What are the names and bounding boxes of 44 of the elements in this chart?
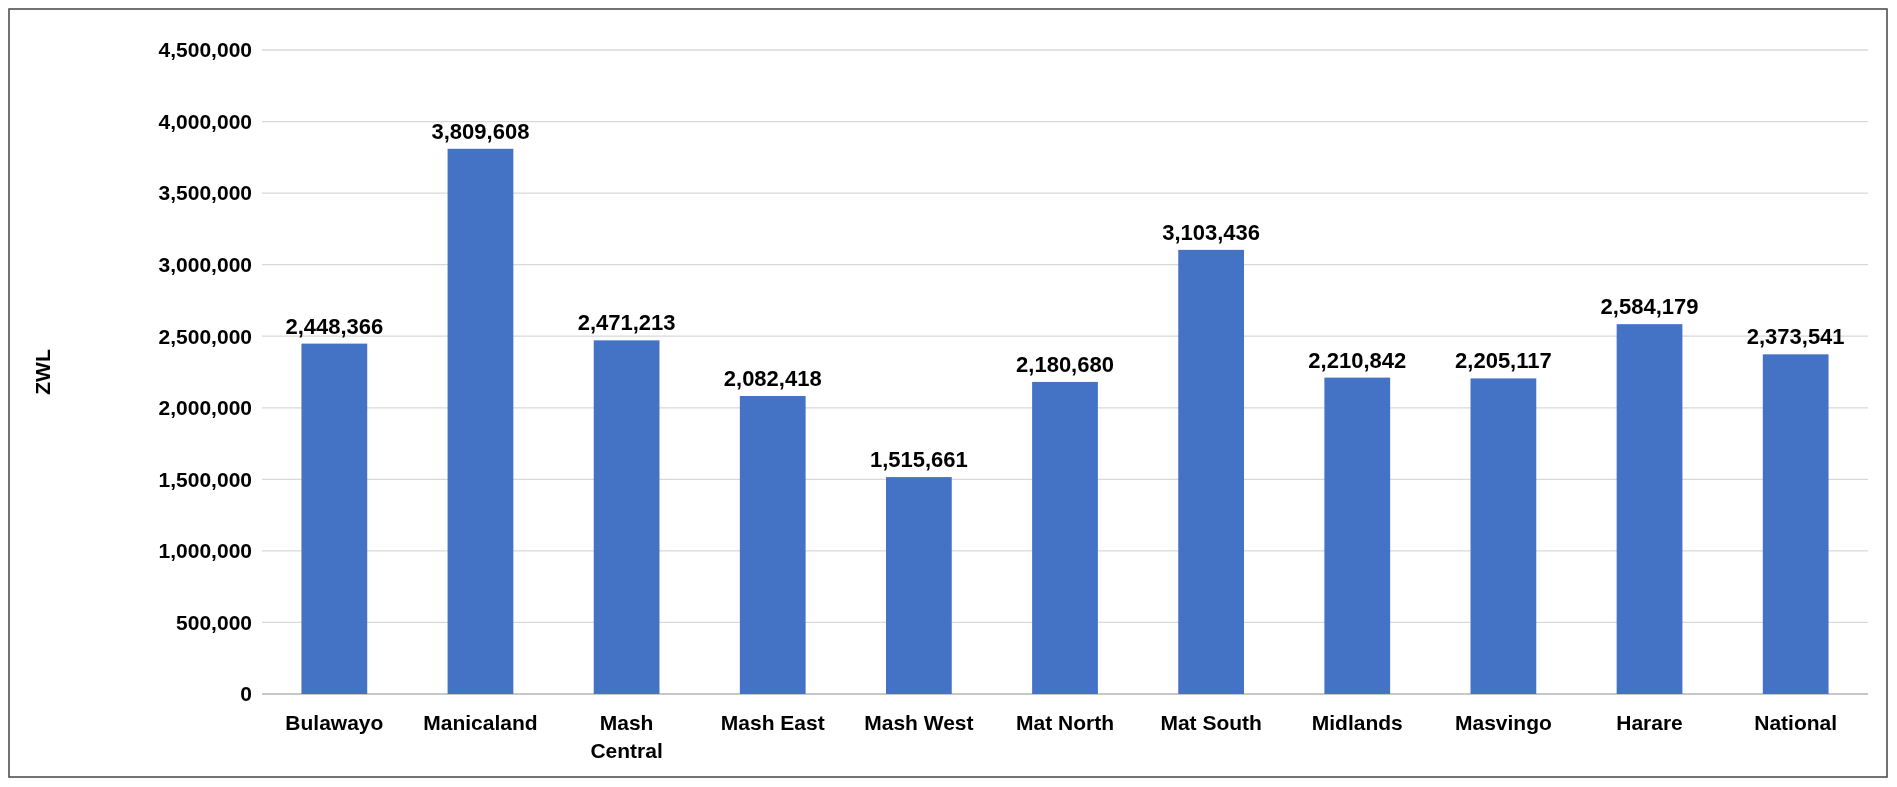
data-label: 2,584,179 (1600, 294, 1699, 320)
bar (1178, 249, 1245, 694)
bar (1616, 324, 1683, 694)
y-tick-label: 2,500,000 (158, 324, 252, 348)
data-label: 2,448,366 (285, 313, 384, 339)
y-tick-label: 4,000,000 (158, 109, 252, 133)
data-label: 3,809,608 (431, 118, 530, 144)
bar (1762, 354, 1829, 694)
x-tick-label: Mat North (1016, 711, 1114, 734)
bar (885, 477, 952, 694)
data-label: 1,515,661 (869, 447, 968, 473)
bar (447, 148, 514, 694)
data-label: 2,210,842 (1308, 347, 1407, 373)
x-tick-label: National (1754, 711, 1838, 734)
data-label: 2,205,117 (1455, 348, 1552, 374)
y-tick-label: 3,000,000 (158, 253, 252, 277)
x-tick-label: Bulawayo (285, 711, 384, 734)
bar (593, 340, 660, 694)
data-label: 2,082,418 (723, 365, 822, 391)
bar (739, 395, 806, 694)
x-tick-label: Mash East (720, 711, 825, 734)
x-tick-label: Mash West (864, 711, 974, 734)
y-tick-label: 1,000,000 (158, 539, 252, 563)
bar (301, 343, 368, 694)
bar (1470, 378, 1537, 694)
x-tick-label: Masvingo (1454, 711, 1552, 734)
x-tick-label: Midlands (1311, 711, 1403, 734)
x-tick-label: Manicaland (423, 711, 538, 734)
bar (1324, 377, 1391, 694)
x-tick-label: Mash Central (590, 711, 663, 762)
data-label: 2,180,680 (1016, 351, 1114, 377)
y-axis-title: ZWL (31, 349, 54, 395)
data-label: 2,471,213 (577, 310, 676, 336)
y-tick-label: 0 (240, 682, 252, 706)
x-tick-label: Mat South (1160, 711, 1262, 734)
bar (1032, 381, 1098, 694)
y-tick-label: 3,500,000 (158, 181, 252, 205)
y-tick-label: 1,500,000 (158, 467, 252, 491)
data-label: 3,103,436 (1162, 219, 1261, 245)
x-tick-label: Harare (1616, 711, 1683, 734)
y-tick-label: 4,500,000 (158, 38, 252, 62)
y-tick-label: 2,000,000 (158, 396, 252, 420)
data-label: 2,373,541 (1746, 324, 1845, 350)
y-tick-label: 500,000 (176, 610, 252, 634)
